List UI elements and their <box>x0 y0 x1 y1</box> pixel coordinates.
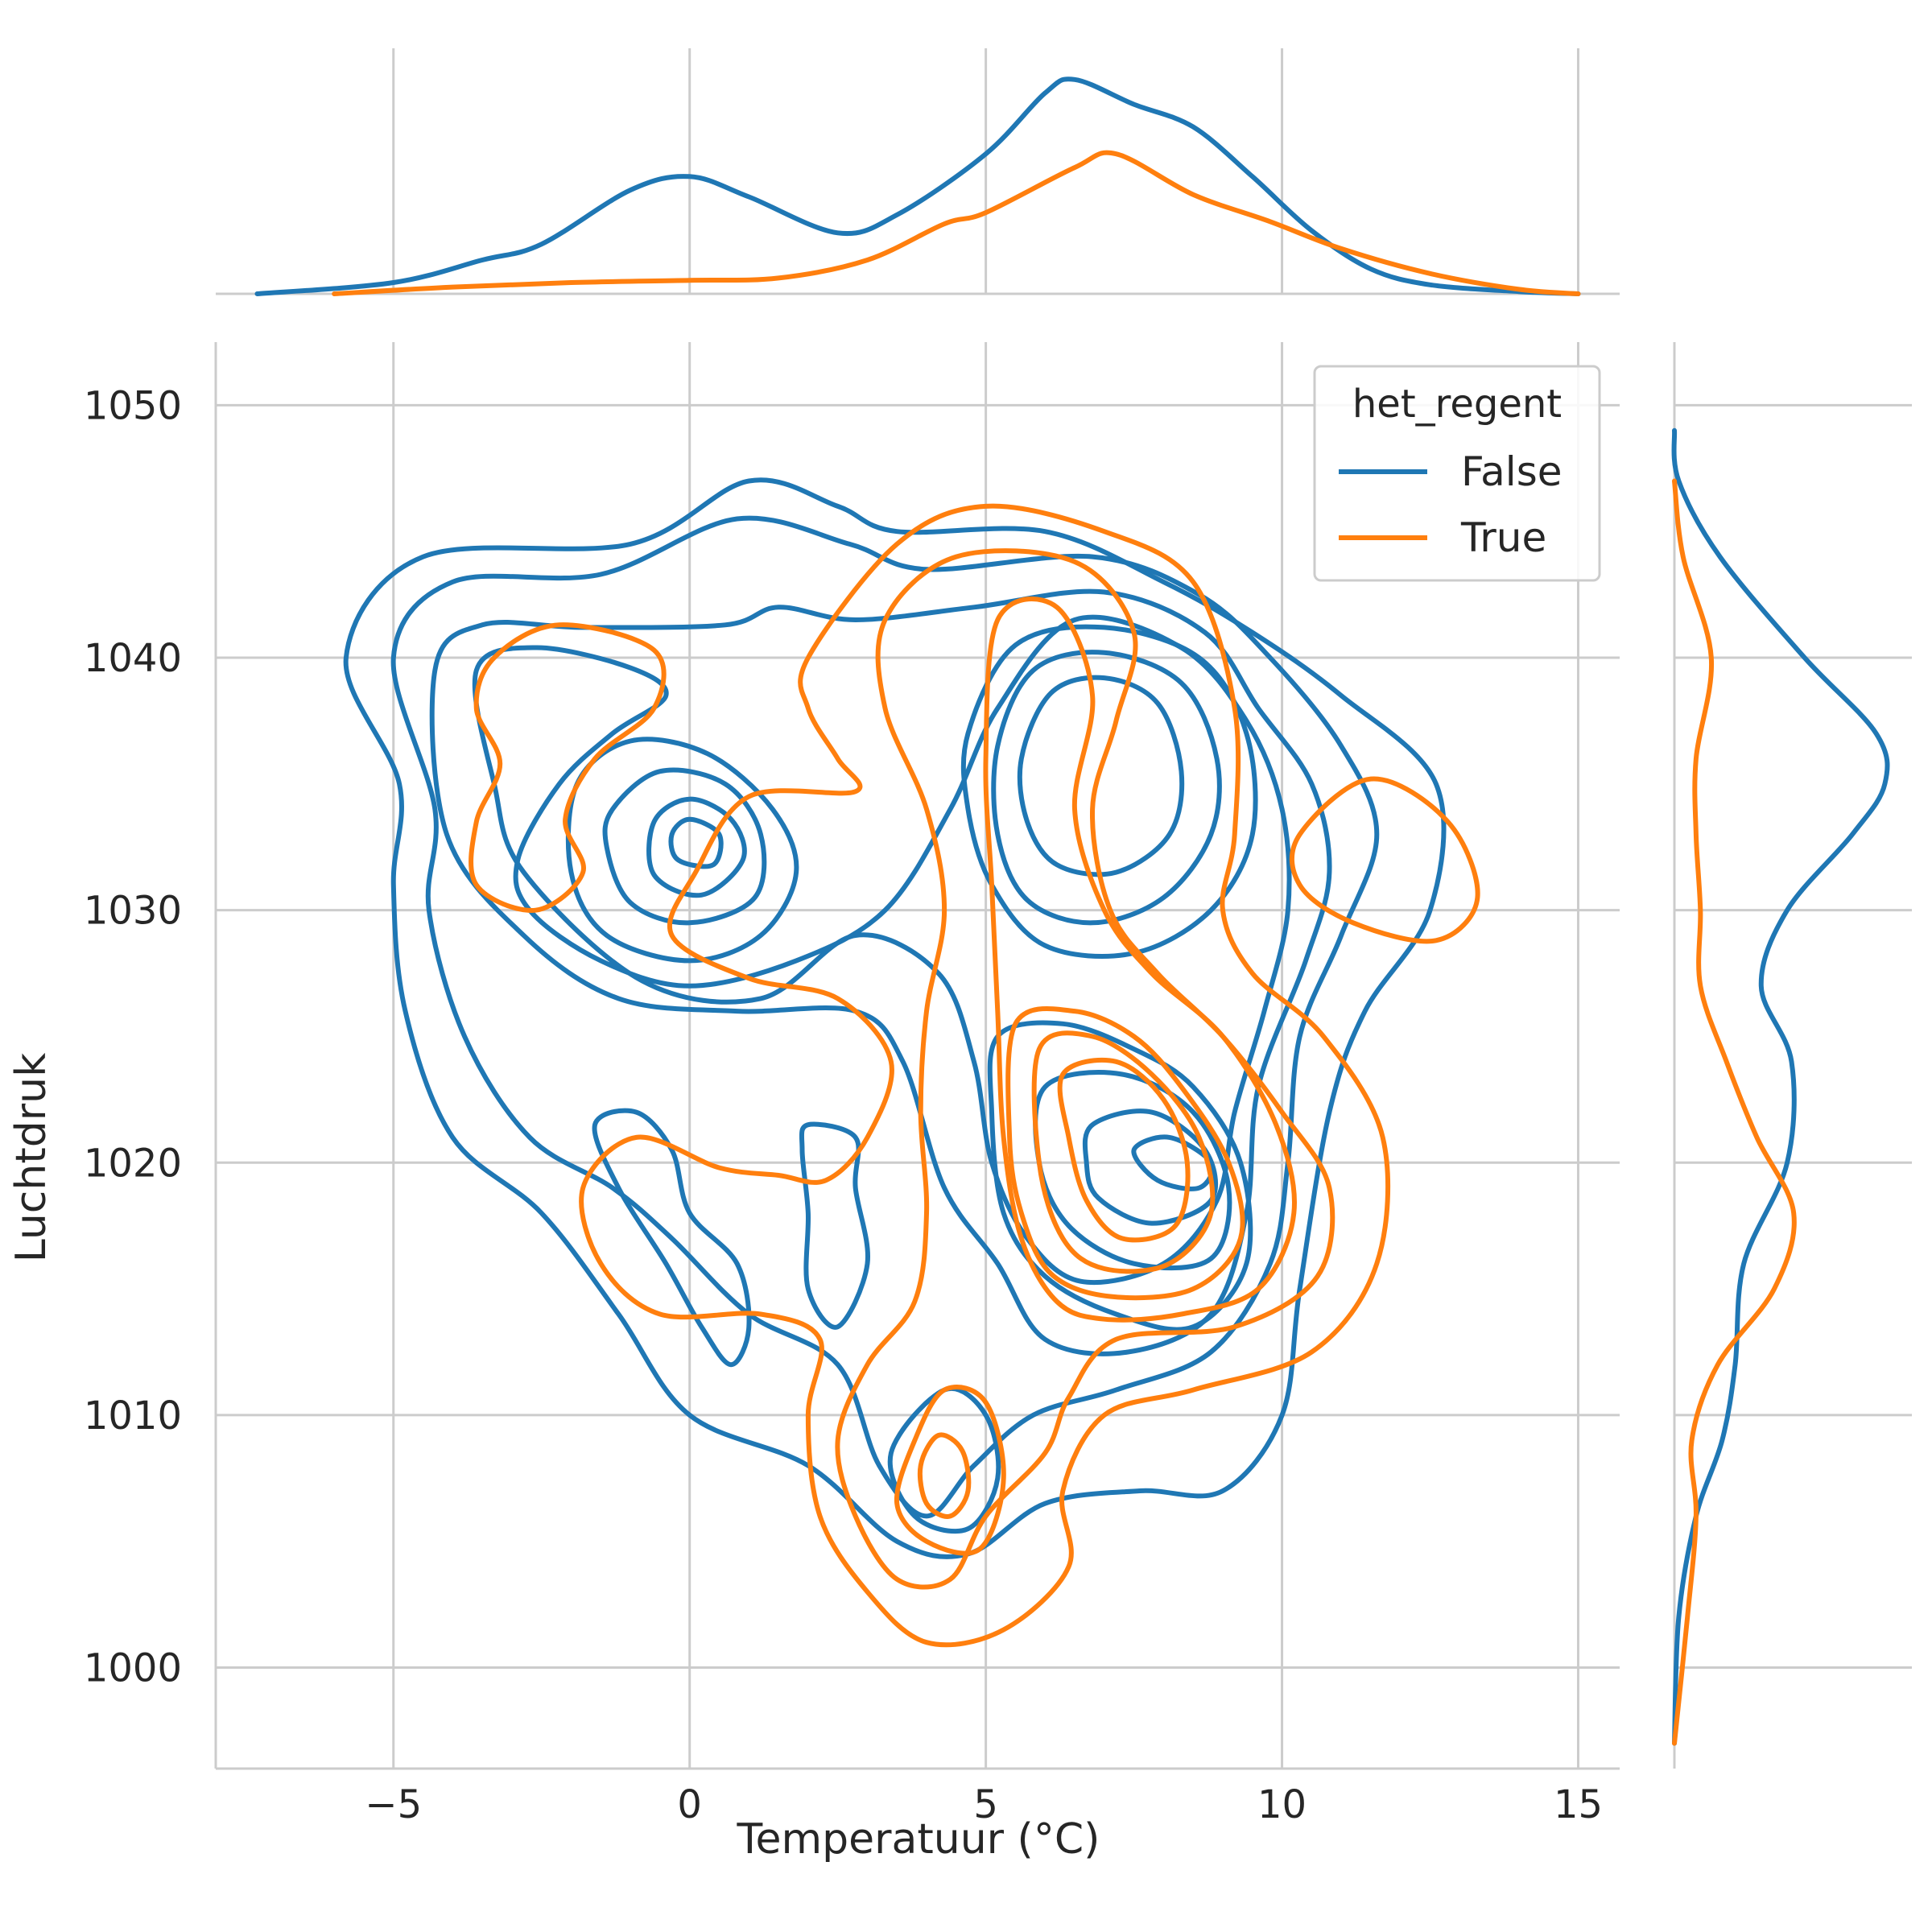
y-tick-label: 1000 <box>84 1646 182 1691</box>
kde-contour-false <box>646 796 747 898</box>
kde-contour-true <box>1031 1030 1216 1274</box>
kde-contour-false <box>343 477 1447 1559</box>
legend-frame <box>1313 365 1601 582</box>
top-marginal-true <box>332 150 1581 296</box>
y-tick-label: 1010 <box>84 1393 182 1439</box>
kde-contour-true <box>1057 1057 1191 1243</box>
legend-label-true: True <box>1460 514 1546 561</box>
marginal-densities <box>254 76 1890 1746</box>
right-marginal-false <box>1671 427 1890 1746</box>
joint-contours <box>343 477 1480 1648</box>
y-tick-label: 1050 <box>84 383 182 428</box>
kde-contour-false <box>1082 1108 1219 1226</box>
kde-contour-true <box>983 597 1297 1323</box>
x-tick-label: −5 <box>365 1782 422 1827</box>
y-tick-label: 1040 <box>84 636 182 681</box>
right-marginal-true <box>1672 478 1797 1746</box>
x-tick-label: 5 <box>973 1782 998 1827</box>
y-tick-label: 1020 <box>84 1141 182 1186</box>
kde-contour-true <box>469 622 667 913</box>
contours-true <box>469 503 1480 1648</box>
kde-contour-true <box>835 548 1335 1590</box>
x-tick-label: 0 <box>677 1782 702 1827</box>
tick-labels: −5 0 5 10 15 1000 1010 1020 1030 1040 1050 <box>84 383 1603 1827</box>
kde-contour-false <box>429 588 1332 1356</box>
kde-contour-true <box>579 503 1391 1648</box>
top-marginal-false <box>254 76 1581 296</box>
legend: het_regent False True <box>1313 365 1601 582</box>
kde-contour-true <box>1289 776 1480 944</box>
y-axis-label: Luchtdruk <box>7 1053 56 1262</box>
kde-contour-false <box>565 737 799 964</box>
x-tick-label: 10 <box>1257 1782 1307 1827</box>
kde-contour-true <box>894 1385 1006 1556</box>
kde-contour-false <box>991 650 1222 926</box>
y-tick-label: 1030 <box>84 889 182 934</box>
kde-contour-false <box>668 816 724 869</box>
x-tick-label: 15 <box>1554 1782 1603 1827</box>
legend-label-false: False <box>1461 448 1563 495</box>
kde-contour-false <box>390 515 1380 1519</box>
kde-contour-false <box>1017 675 1185 877</box>
kde-contour-false <box>602 767 767 926</box>
kde-contour-false <box>472 614 1292 1286</box>
kde-contour-true <box>1005 1005 1245 1301</box>
kde-contour-false <box>592 1108 752 1368</box>
x-axis-label: Temperatuur (°C) <box>737 1815 1100 1864</box>
axis-spines <box>214 292 1676 1770</box>
kde-contour-true <box>917 1432 972 1519</box>
legend-title: het_regent <box>1352 382 1562 427</box>
grid-layer <box>216 48 1912 1769</box>
